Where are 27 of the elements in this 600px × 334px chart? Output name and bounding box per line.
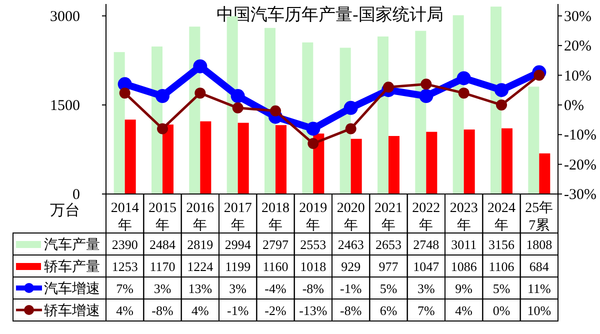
legend-label: 轿车增速 [44, 303, 100, 319]
xtick: 2014 年 [110, 201, 139, 234]
xtick: 25年 7累 [525, 201, 554, 234]
ytick: 1500 [50, 98, 80, 114]
xtick: 2019 年 [299, 201, 328, 234]
legend-label: 汽车产量 [44, 237, 100, 253]
y2tick: -30% [564, 187, 596, 203]
y2tick: 20% [564, 38, 592, 55]
legend-label: 汽车增速 [44, 281, 100, 297]
xtick: 2023 年 [450, 201, 478, 234]
y2tick: 30% [564, 8, 592, 25]
xtick: 2020 年 [336, 201, 365, 234]
y2tick: -10% [564, 128, 596, 144]
xtick: 2021 年 [374, 201, 402, 234]
ytick: 0 [72, 187, 80, 203]
xtick: 2016 年 [186, 201, 214, 234]
xtick: 2017 年 [224, 201, 252, 234]
ytick: 3000 [50, 8, 80, 25]
xtick: 2018 年 [262, 201, 290, 234]
xtick: 2024 年 [488, 201, 516, 234]
y2tick: 10% [564, 68, 592, 84]
xtick: 2022 年 [412, 201, 440, 234]
y2tick: 0% [564, 98, 584, 114]
xtick: 2015 年 [148, 201, 176, 234]
legend-label: 轿车产量 [44, 259, 100, 275]
ylabel: 万台 [50, 203, 80, 219]
y2tick: -20% [564, 157, 596, 174]
